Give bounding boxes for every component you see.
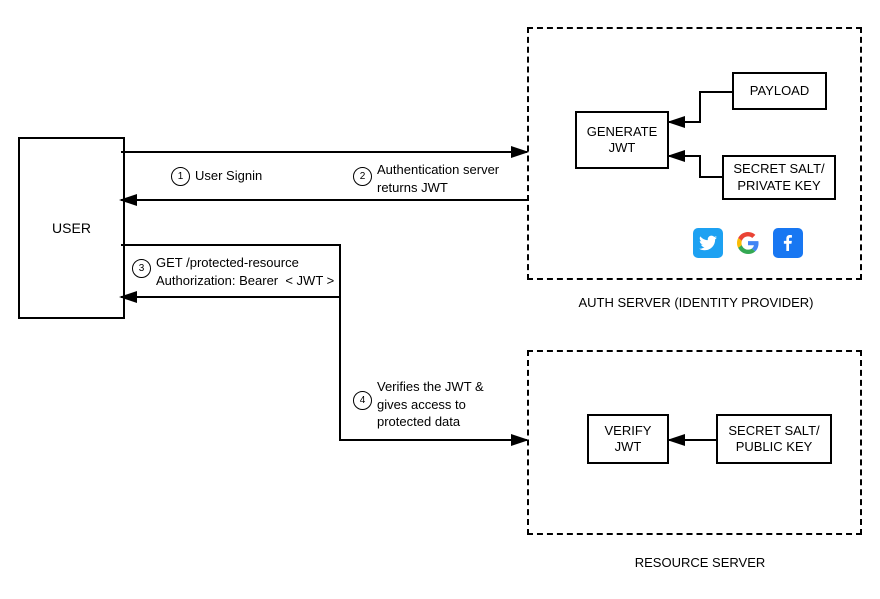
connections-layer — [0, 0, 880, 599]
step-2-label: Authentication server returns JWT — [377, 161, 499, 196]
step-3-circle: 3 — [132, 259, 151, 278]
step-2-circle: 2 — [353, 167, 372, 186]
step-1-circle: 1 — [171, 167, 190, 186]
step-4-circle: 4 — [353, 391, 372, 410]
step-3-label: GET /protected-resource Authorization: B… — [156, 254, 334, 289]
step-4-label: Verifies the JWT & gives access to prote… — [377, 378, 484, 431]
arrow-secret-to-generate — [669, 156, 722, 177]
step-1-label: User Signin — [195, 167, 262, 185]
arrow-payload-to-generate — [669, 92, 732, 122]
